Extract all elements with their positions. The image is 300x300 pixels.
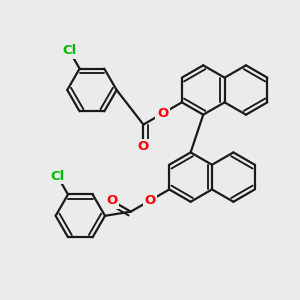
Text: O: O bbox=[144, 194, 156, 207]
Text: O: O bbox=[157, 107, 168, 120]
Text: Cl: Cl bbox=[50, 170, 64, 183]
Text: O: O bbox=[138, 140, 149, 153]
Text: O: O bbox=[106, 194, 117, 207]
Text: Cl: Cl bbox=[62, 44, 76, 57]
